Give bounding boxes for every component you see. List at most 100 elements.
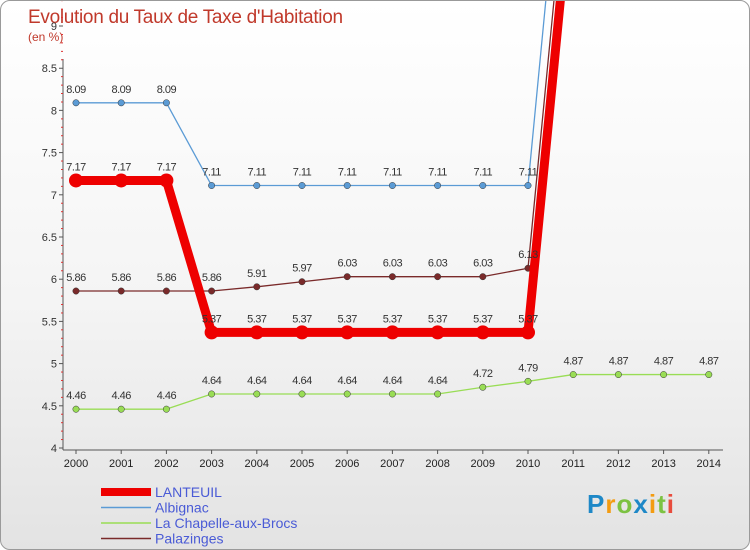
data-label: 6.03 [383,258,403,270]
logo-letter: t [657,489,667,519]
y-tick-label: 7 [51,190,57,202]
data-point [475,325,490,340]
data-label: 4.87 [699,356,719,368]
data-point [479,182,487,189]
x-tick-label: 2013 [651,458,675,470]
data-label: 5.37 [337,313,357,325]
data-label: 7.11 [383,167,402,179]
legend-label: Palazinges [155,531,224,547]
data-label: 5.37 [473,313,493,325]
logo-letter: i [666,489,675,519]
x-tick-label: 2007 [380,458,404,470]
proxiti-logo: Proxiti [587,489,675,520]
data-point [343,273,351,281]
y-tick-label: 6 [51,274,57,286]
y-tick-label: 8 [51,105,57,117]
data-point [117,287,125,295]
data-point [388,182,396,189]
data-point [249,325,264,340]
legend-label: LANTEUIL [155,484,222,500]
data-label: 5.37 [247,313,267,325]
data-label: 8.09 [111,84,131,96]
x-tick-label: 2009 [471,458,495,470]
data-point [253,182,261,189]
y-tick-label: 4.5 [42,401,57,413]
data-label: 4.46 [111,390,131,402]
data-label: 7.17 [111,161,131,173]
data-label: 5.37 [292,313,312,325]
x-tick-label: 2001 [109,458,133,470]
x-tick-label: 2000 [64,458,88,470]
y-tick-label: 5 [51,359,57,371]
data-label: 7.17 [66,161,86,173]
chart-subtitle: (en %) [28,30,64,44]
y-tick-label: 5.5 [42,316,57,328]
data-label: 4.87 [654,356,674,368]
data-point [388,390,396,398]
y-tick-label: 7.5 [42,148,57,160]
data-point [340,325,355,340]
legend-label: Albignac [155,500,209,516]
logo-letter: o [616,489,634,519]
logo-letter: r [605,489,617,519]
data-label: 7.17 [157,161,177,173]
data-label: 7.11 [474,167,493,179]
data-label: 7.11 [202,167,221,179]
logo-letter: x [633,489,649,519]
x-tick-label: 2011 [561,458,585,470]
data-point [208,287,216,295]
data-point [298,182,306,189]
data-label: 4.64 [292,375,312,387]
x-tick-label: 2006 [335,458,359,470]
data-point [72,405,80,413]
data-point [295,325,309,340]
data-label: 6.03 [428,258,448,270]
data-label: 4.64 [337,375,357,387]
data-label: 5.37 [202,313,222,325]
x-tick-label: 2004 [245,458,269,470]
x-tick-label: 2012 [606,458,630,470]
y-tick-label: 4 [51,443,57,455]
data-point [208,182,216,189]
y-tick-label: 9 [51,21,57,33]
data-point [434,273,442,281]
data-label: 5.86 [111,272,131,284]
data-labels: 8.09 8.09 8.09 7.11 7.11 7.11 7.11 7.11 7.11 7.11… [66,84,719,402]
data-point [253,283,261,291]
data-label: 7.11 [428,167,447,179]
legend-label: La Chapelle-aux-Brocs [155,515,297,531]
chart-title: Evolution du Taux de Taxe d'Habitation [28,7,343,28]
data-point [569,371,577,379]
data-point [343,182,351,189]
x-tick-label: 2003 [199,458,223,470]
data-label: 4.64 [202,375,222,387]
data-label: 4.87 [563,356,583,368]
data-point [521,325,535,340]
data-point [114,173,129,188]
data-label: 7.11 [338,167,357,179]
data-point [298,390,306,398]
data-point [204,325,219,340]
data-point [117,405,125,413]
axes: 44.555.566.577.588.599.51010.51111.51212… [42,1,723,470]
x-tick-label: 2008 [425,458,449,470]
data-point [434,390,442,398]
x-tick-label: 2014 [697,458,721,470]
data-point [162,287,170,295]
series-lines [69,1,713,413]
x-tick-label: 2005 [290,458,314,470]
data-point [253,390,261,398]
data-point [162,99,170,107]
data-point [388,273,396,281]
data-point [705,371,713,379]
data-label: 6.13 [518,249,538,261]
data-point [298,278,306,286]
data-point [117,99,125,107]
data-label: 5.97 [292,263,312,275]
data-label: 5.91 [247,268,267,280]
data-label: 5.37 [518,313,538,325]
data-point [434,182,442,189]
